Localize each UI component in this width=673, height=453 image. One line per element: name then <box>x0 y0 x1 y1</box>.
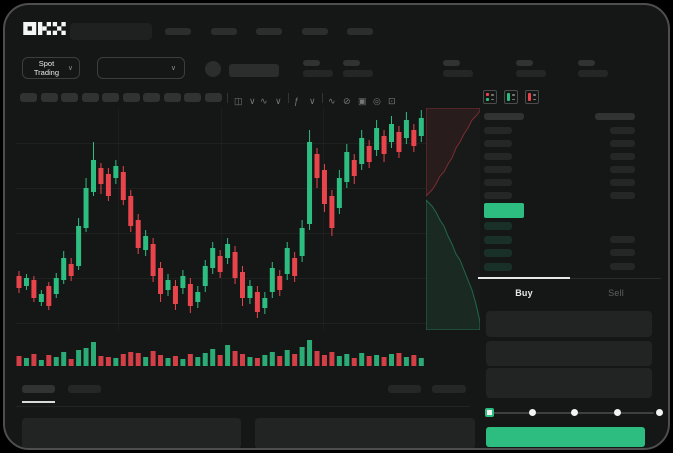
coin-avatar <box>205 61 221 77</box>
bid-price-placeholder <box>484 249 512 257</box>
ask-amount-placeholder <box>610 140 635 147</box>
chevron-down-icon[interactable]: ∨ <box>309 96 316 106</box>
bottom-action-2[interactable] <box>432 385 466 393</box>
total-input[interactable] <box>486 368 652 398</box>
trading-mode-selector[interactable]: Spot Trading ∨ <box>22 57 80 79</box>
pair-dropdown[interactable]: ∨ <box>97 57 185 79</box>
orderbook-combined-view-icon[interactable] <box>483 90 497 104</box>
bid-amount-placeholder <box>610 262 635 270</box>
buy-submit-button[interactable] <box>486 427 645 447</box>
timeframe-button[interactable] <box>81 93 99 102</box>
drawing-tools-icon[interactable]: ∿ <box>328 96 336 106</box>
stat-value-placeholder <box>578 70 608 77</box>
bottom-tab-open-orders[interactable] <box>22 385 55 393</box>
chevron-down-icon[interactable]: ∨ <box>275 96 282 106</box>
stat-label-placeholder <box>516 60 533 66</box>
ask-price-placeholder <box>484 179 512 186</box>
bid-price-placeholder <box>484 235 512 244</box>
orderbook-amount-header <box>595 113 635 120</box>
okx-logo <box>23 22 66 35</box>
orderbook-bids-view-icon[interactable] <box>504 90 518 104</box>
fullscreen-icon[interactable]: ⊡ <box>388 96 396 106</box>
timeframe-button[interactable] <box>122 93 140 102</box>
ask-price-placeholder <box>484 192 512 199</box>
timeframe-button[interactable] <box>163 93 181 102</box>
ask-amount-placeholder <box>610 127 635 134</box>
tab-sell[interactable]: Sell <box>608 288 624 298</box>
depth-chart <box>426 108 480 330</box>
ask-amount-placeholder <box>610 179 635 186</box>
trading-mode-label: Spot Trading <box>33 59 60 77</box>
bid-amount-placeholder <box>610 249 635 256</box>
search-input[interactable] <box>70 23 152 40</box>
slider-stop-dot[interactable] <box>571 409 578 416</box>
timeframe-button[interactable] <box>102 93 119 102</box>
last-price-badge <box>484 203 524 218</box>
chart-settings-icon[interactable]: ◎ <box>373 96 381 106</box>
nav-item-placeholder[interactable] <box>256 28 282 35</box>
chevron-down-icon: ∨ <box>170 64 176 72</box>
price-input[interactable] <box>486 311 652 337</box>
bottom-tab-indicator <box>22 401 55 403</box>
timeframe-button[interactable] <box>143 93 160 102</box>
stat-label-placeholder <box>443 60 460 66</box>
ask-price-placeholder <box>484 140 512 147</box>
volume-pane <box>16 338 426 366</box>
ask-amount-placeholder <box>610 153 635 160</box>
screenshot-icon[interactable]: ▣ <box>358 96 367 106</box>
bid-amount-placeholder <box>610 235 635 243</box>
candlestick-chart[interactable] <box>16 108 426 330</box>
orders-panel-right <box>255 418 475 448</box>
orderbook-price-header <box>484 113 524 120</box>
stat-label-placeholder <box>578 60 595 66</box>
slider-stop-dot[interactable] <box>528 409 536 416</box>
bottom-tab-order-history[interactable] <box>68 385 101 393</box>
pair-name-placeholder <box>229 64 279 77</box>
ask-price-placeholder <box>484 153 512 160</box>
chevron-down-icon[interactable]: ∨ <box>249 96 256 106</box>
timeframe-button[interactable] <box>20 93 37 102</box>
ask-amount-placeholder <box>610 192 635 199</box>
compare-icon[interactable]: ⊘ <box>343 96 351 106</box>
toolbar-divider <box>288 93 289 103</box>
indicators-icon[interactable]: ƒ <box>294 96 300 106</box>
slider-stop-dot[interactable] <box>613 409 621 416</box>
bottom-action-1[interactable] <box>388 385 421 393</box>
timeframe-button[interactable] <box>204 93 222 102</box>
timeframe-button[interactable] <box>40 93 58 102</box>
active-tab-indicator <box>478 277 570 279</box>
toolbar-divider <box>322 93 323 103</box>
bid-price-placeholder <box>484 222 512 230</box>
orders-panel-left <box>22 418 241 448</box>
stat-value-placeholder <box>516 70 546 77</box>
tab-buy[interactable]: Buy <box>515 288 533 298</box>
toolbar-divider <box>227 93 228 103</box>
trading-app-screen: Spot Trading ∨ ∨ ◫ ∨ ∿ ∨ ƒ ∨ ∿ ⊘ ▣ ◎ ⊡ <box>8 8 665 448</box>
stat-label-placeholder <box>303 60 320 66</box>
stat-value-placeholder <box>443 70 473 77</box>
stat-value-placeholder <box>343 70 373 77</box>
ask-price-placeholder <box>484 166 512 173</box>
nav-item-placeholder[interactable] <box>165 28 191 35</box>
stat-value-placeholder <box>303 70 333 77</box>
line-style-icon[interactable]: ∿ <box>260 96 268 106</box>
chevron-down-icon: ∨ <box>67 64 73 72</box>
bottom-divider <box>16 406 470 407</box>
stat-label-placeholder <box>343 60 360 66</box>
ask-price-placeholder <box>484 127 512 134</box>
orderbook-asks-view-icon[interactable] <box>525 90 539 104</box>
bid-price-placeholder <box>484 262 512 271</box>
amount-input[interactable] <box>486 341 652 366</box>
nav-item-placeholder[interactable] <box>210 28 237 35</box>
chart-type-icon[interactable]: ◫ <box>234 96 243 106</box>
top-nav <box>165 28 395 36</box>
nav-item-placeholder[interactable] <box>301 28 328 35</box>
ask-amount-placeholder <box>610 166 635 173</box>
nav-item-placeholder[interactable] <box>347 28 373 35</box>
amount-slider-handle[interactable] <box>485 408 494 417</box>
timeframe-button[interactable] <box>61 93 78 102</box>
slider-stop-dot[interactable] <box>656 409 663 416</box>
tablet-frame: Spot Trading ∨ ∨ ◫ ∨ ∿ ∨ ƒ ∨ ∿ ⊘ ▣ ◎ ⊡ <box>3 3 670 450</box>
timeframe-button[interactable] <box>184 93 201 102</box>
